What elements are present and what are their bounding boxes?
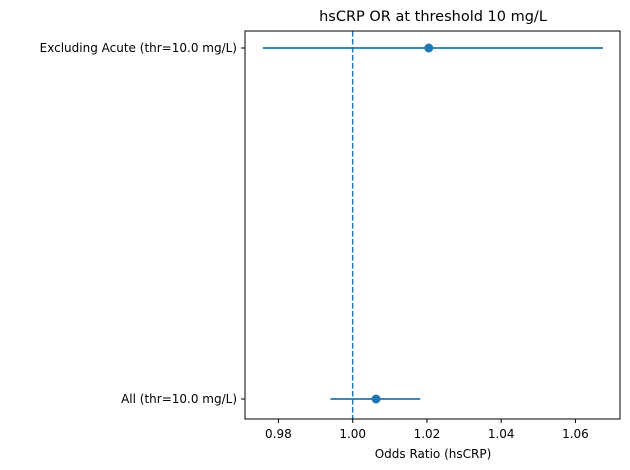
x-axis-title: Odds Ratio (hsCRP) — [375, 447, 492, 461]
x-tick-label: 0.98 — [265, 427, 292, 441]
odds-ratio-point — [424, 43, 434, 53]
chart-title: hsCRP OR at threshold 10 mg/L — [319, 9, 547, 25]
x-tick-label: 1.02 — [414, 427, 441, 441]
odds-ratio-point — [371, 394, 381, 404]
x-tick-label: 1.00 — [339, 427, 366, 441]
axes-layer: 0.98 1.00 1.02 1.04 1.06 Excluding Acute (thr… — [40, 30, 621, 441]
x-tick-label: 1.06 — [562, 427, 589, 441]
data-marks-layer — [262, 43, 603, 404]
x-tick-label: 1.04 — [488, 427, 515, 441]
axes-frame — [244, 30, 621, 420]
y-tick-label: All (thr=10.0 mg/L) — [121, 392, 237, 406]
y-tick-label: Excluding Acute (thr=10.0 mg/L) — [40, 41, 237, 55]
